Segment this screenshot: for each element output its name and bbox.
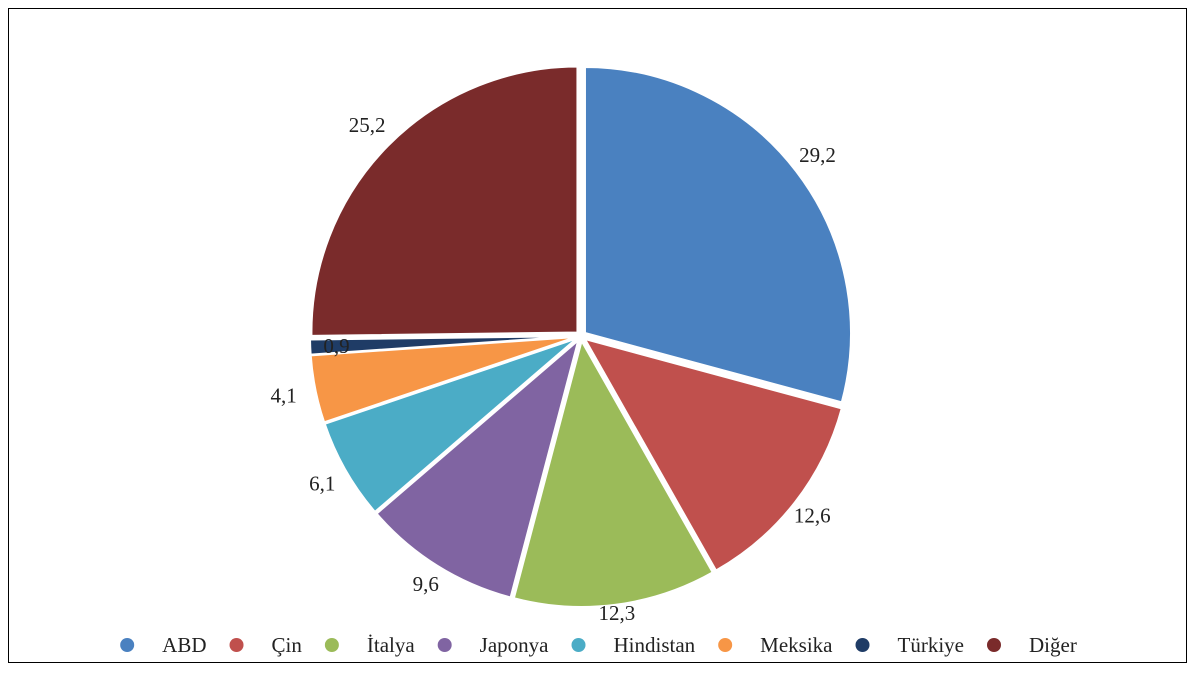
legend-marker-diger: [986, 638, 1001, 652]
legend-label-meksika: Meksika: [760, 633, 833, 657]
legend-label-japonya: Japonya: [480, 633, 549, 657]
pie-slice-italya: [512, 338, 715, 608]
legend-item-turkiye: Türkiye: [855, 633, 964, 657]
legend-item-diger: Diğer: [986, 633, 1077, 657]
data-label-diger: 25,2: [349, 113, 386, 137]
data-labels: 29,2 12,6 12,3 9,6 6,1 4,1 0,9 25,2: [271, 113, 836, 625]
pie-slice-turkiye: [309, 335, 577, 356]
legend-label-abd: ABD: [162, 633, 206, 657]
legend-label-diger: Diğer: [1029, 633, 1077, 657]
legend-marker-meksika: [718, 638, 733, 652]
legend-marker-hindistan: [571, 638, 586, 652]
legend-marker-turkiye: [855, 638, 870, 652]
legend-marker-cin: [229, 638, 244, 652]
data-label-hindistan: 6,1: [309, 472, 335, 496]
data-label-cin: 12,6: [794, 503, 831, 527]
legend-item-japonya: Japonya: [437, 633, 549, 657]
legend-label-cin: Çin: [272, 633, 303, 657]
legend-item-abd: ABD: [120, 633, 207, 657]
pie-slice-diger: [310, 65, 579, 337]
pie-slice-hindistan: [323, 337, 578, 514]
data-label-italya: 12,3: [599, 601, 636, 625]
legend-item-hindistan: Hindistan: [571, 633, 696, 657]
legend-item-italya: İtalya: [324, 633, 415, 657]
legend-marker-japonya: [437, 638, 452, 652]
pie-slices: [309, 65, 852, 608]
legend-label-italya: İtalya: [367, 633, 415, 657]
legend-label-hindistan: Hindistan: [614, 633, 696, 657]
pie-slice-japonya: [375, 337, 581, 599]
pie-slice-abd: [583, 65, 852, 404]
data-label-japonya: 9,6: [413, 572, 439, 596]
pie-slice-cin: [582, 337, 843, 572]
legend-marker-italya: [324, 638, 339, 652]
legend: ABD Çin İtalya Japonya Hindistan Meksika Türki…: [120, 633, 1077, 657]
legend-item-meksika: Meksika: [718, 633, 833, 657]
data-label-turkiye: 0,9: [323, 334, 349, 358]
data-label-abd: 29,2: [799, 143, 836, 167]
legend-marker-abd: [120, 638, 135, 652]
data-label-meksika: 4,1: [271, 384, 297, 408]
legend-item-cin: Çin: [229, 633, 303, 657]
legend-label-turkiye: Türkiye: [898, 633, 964, 657]
